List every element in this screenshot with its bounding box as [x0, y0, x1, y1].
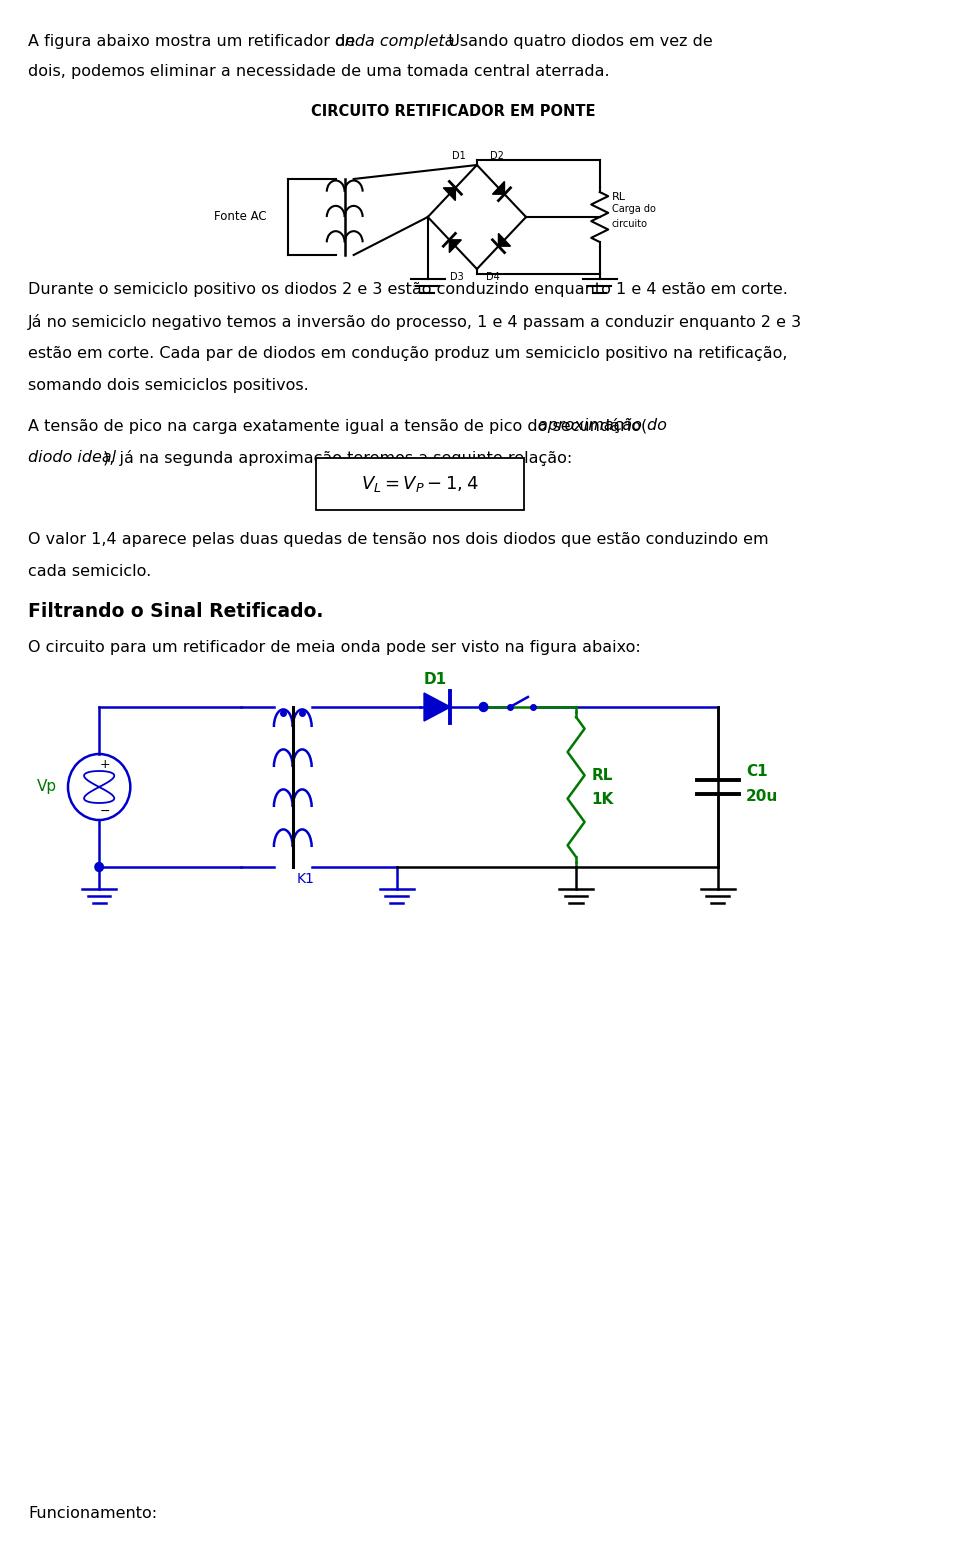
Text: diodo ideal: diodo ideal [29, 450, 116, 466]
Text: ), já na segunda aproximação teremos a seguinte relação:: ), já na segunda aproximação teremos a s… [104, 450, 573, 466]
Text: cada semiciclo.: cada semiciclo. [29, 563, 152, 579]
Text: Durante o semiciclo positivo os diodos 2 e 3 estão conduzindo enquanto 1 e 4 est: Durante o semiciclo positivo os diodos 2… [29, 282, 788, 296]
Text: D3: D3 [450, 272, 464, 282]
Text: $V_L = V_P - 1,4$: $V_L = V_P - 1,4$ [362, 473, 479, 494]
Text: D1: D1 [423, 672, 447, 688]
Circle shape [95, 863, 104, 872]
Circle shape [479, 703, 488, 711]
Polygon shape [498, 233, 511, 247]
FancyBboxPatch shape [317, 458, 524, 511]
Text: A figura abaixo mostra um retificador de: A figura abaixo mostra um retificador de [29, 34, 361, 50]
Text: RL: RL [591, 768, 612, 782]
Polygon shape [449, 241, 462, 253]
Text: K1: K1 [297, 872, 315, 886]
Text: CIRCUITO RETIFICADOR EM PONTE: CIRCUITO RETIFICADOR EM PONTE [311, 104, 595, 120]
Text: D4: D4 [487, 272, 500, 282]
Text: D1: D1 [452, 151, 466, 161]
Text: Já no semiciclo negativo temos a inversão do processo, 1 e 4 passam a conduzir e: Já no semiciclo negativo temos a inversã… [29, 314, 803, 331]
Text: . Usando quatro diodos em vez de: . Usando quatro diodos em vez de [438, 34, 712, 50]
Text: O circuito para um retificador de meia onda pode ser visto na figura abaixo:: O circuito para um retificador de meia o… [29, 639, 641, 655]
Text: Filtrando o Sinal Retificado.: Filtrando o Sinal Retificado. [29, 602, 324, 621]
Text: Vp: Vp [36, 779, 57, 795]
Text: RL: RL [612, 192, 626, 202]
Text: 20u: 20u [746, 790, 779, 804]
Text: −: − [100, 804, 110, 818]
Text: Fonte AC: Fonte AC [214, 211, 266, 223]
Text: Carga do: Carga do [612, 203, 656, 214]
Text: O valor 1,4 aparece pelas duas quedas de tensão nos dois diodos que estão conduz: O valor 1,4 aparece pelas duas quedas de… [29, 532, 769, 546]
Text: D2: D2 [491, 151, 504, 161]
Text: +: + [100, 759, 110, 771]
Text: dois, podemos eliminar a necessidade de uma tomada central aterrada.: dois, podemos eliminar a necessidade de … [29, 64, 610, 79]
Polygon shape [424, 694, 450, 722]
Text: aproximação do: aproximação do [538, 417, 666, 433]
Text: somando dois semiciclos positivos.: somando dois semiciclos positivos. [29, 379, 309, 393]
Text: circuito: circuito [612, 219, 648, 230]
Text: estão em corte. Cada par de diodos em condução produz um semiciclo positivo na r: estão em corte. Cada par de diodos em co… [29, 346, 788, 362]
Text: Funcionamento:: Funcionamento: [29, 1505, 157, 1521]
Polygon shape [492, 182, 505, 194]
Text: 1K: 1K [591, 792, 613, 807]
Text: C1: C1 [746, 765, 768, 779]
Polygon shape [444, 188, 455, 200]
Text: onda completa: onda completa [335, 34, 454, 50]
Text: A tensão de pico na carga exatamente igual a tensão de pico do secundário(: A tensão de pico na carga exatamente igu… [29, 417, 648, 435]
